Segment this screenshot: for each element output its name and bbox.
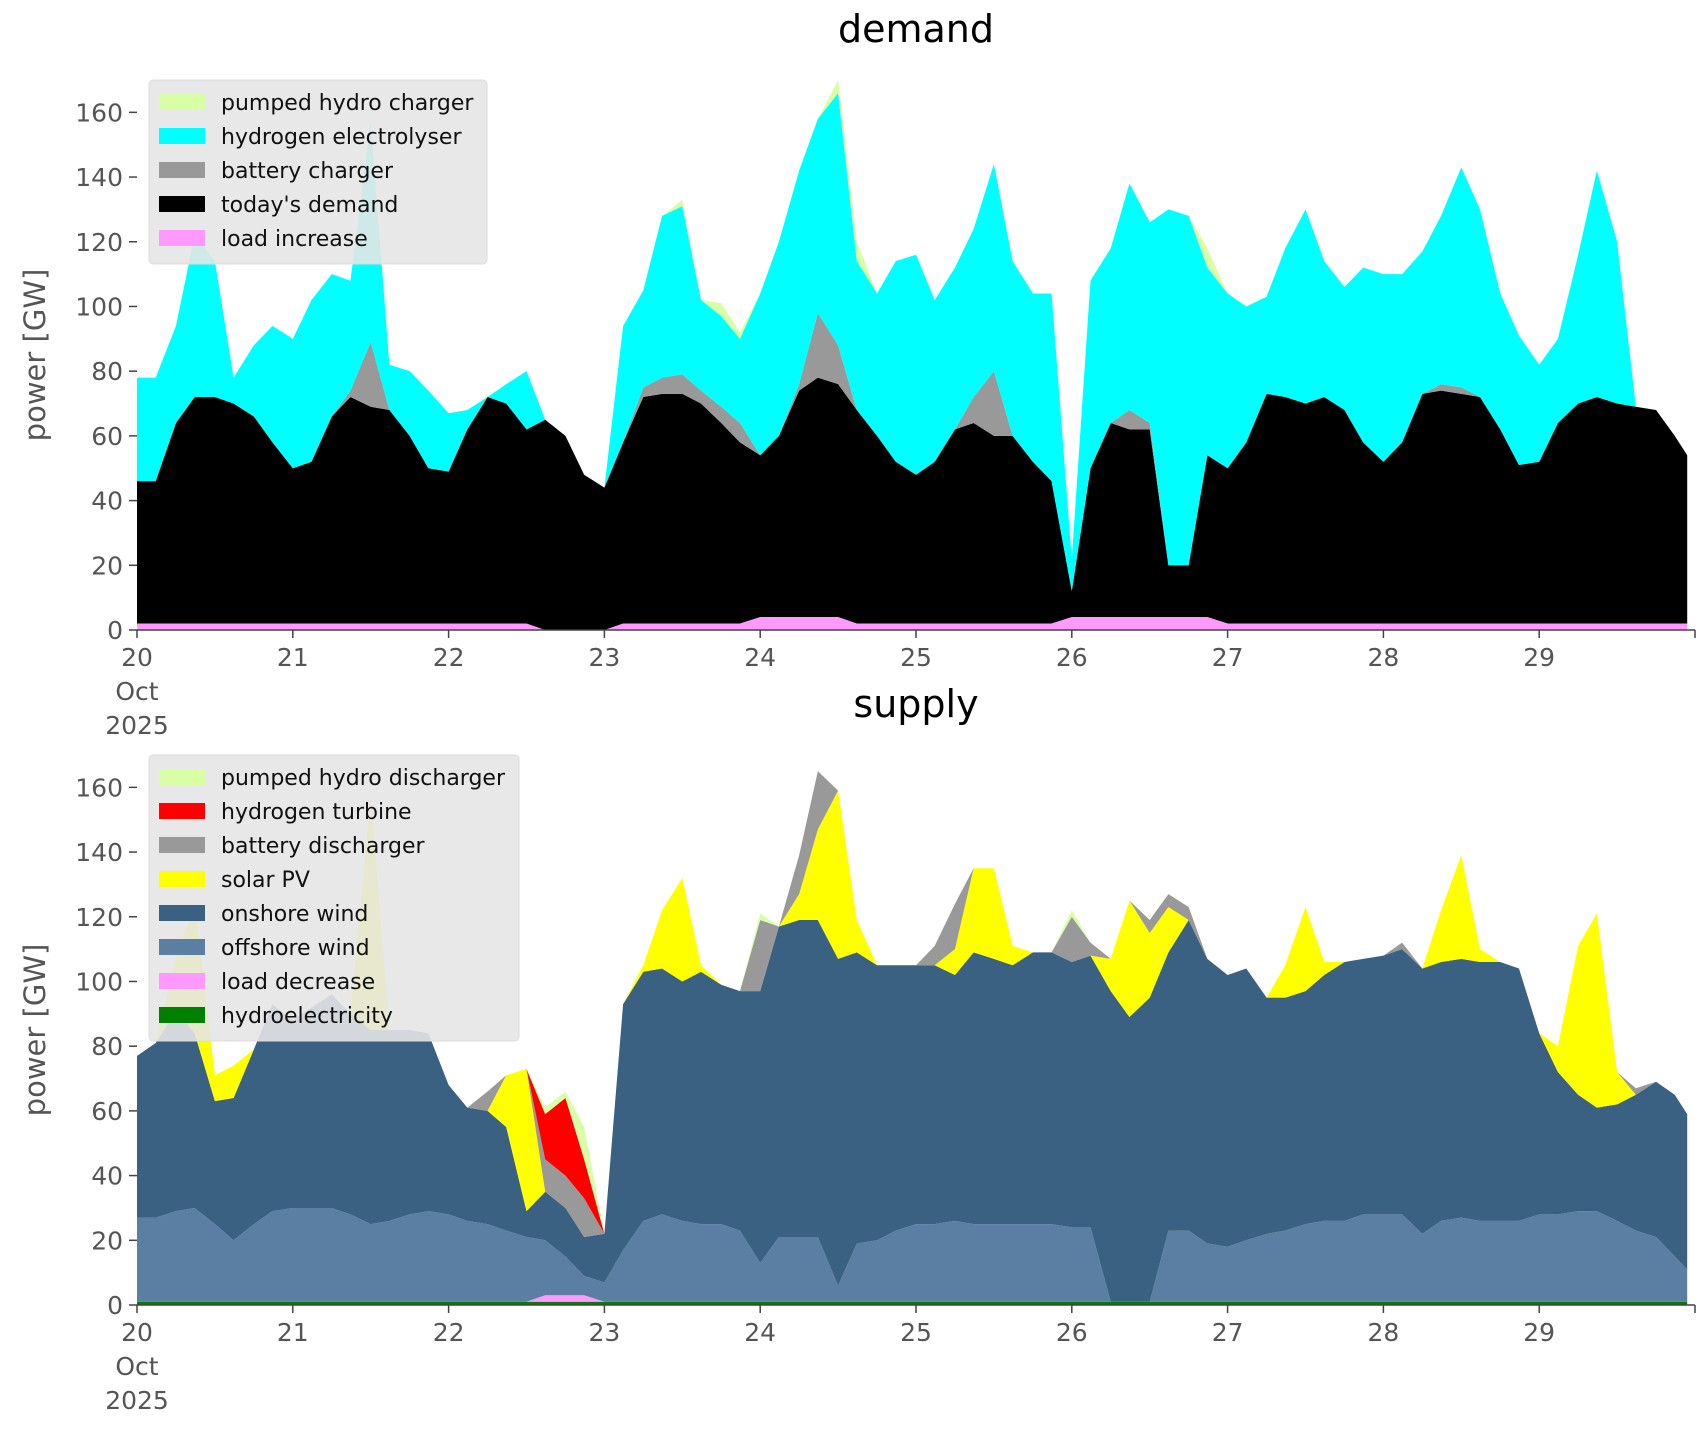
legend-swatch <box>159 1007 205 1023</box>
legend-label: pumped hydro discharger <box>221 766 506 791</box>
x-tick-label: 21 <box>277 1318 309 1347</box>
x-tick-label: 22 <box>433 1318 465 1347</box>
x-tick-label: 25 <box>900 1318 932 1347</box>
legend-swatch <box>159 837 205 853</box>
legend-swatch <box>159 162 205 178</box>
x-tick-label: 29 <box>1523 1318 1555 1347</box>
legend-label: offshore wind <box>221 936 370 961</box>
x-tick-label: Oct <box>115 677 158 706</box>
x-tick-label: 25 <box>900 643 932 672</box>
x-tick-label: 28 <box>1367 1318 1399 1347</box>
y-tick-label: 20 <box>91 1226 123 1255</box>
legend-swatch <box>159 128 205 144</box>
x-tick-label: 23 <box>588 643 620 672</box>
legend-label: hydrogen electrolyser <box>221 125 462 150</box>
y-tick-label: 0 <box>107 616 123 645</box>
y-tick-label: 80 <box>91 357 123 386</box>
legend-label: pumped hydro charger <box>221 91 474 116</box>
series-area-offshore-wind <box>137 1207 1688 1302</box>
chart-title: demand <box>838 7 994 51</box>
y-tick-label: 160 <box>75 98 123 127</box>
series-area-hydroelectricity <box>137 1301 1688 1305</box>
y-tick-label: 40 <box>91 487 123 516</box>
legend-swatch <box>159 803 205 819</box>
legend-label: onshore wind <box>221 902 368 927</box>
x-tick-label: 26 <box>1056 643 1088 672</box>
x-tick-label: 20 <box>121 1318 153 1347</box>
y-axis-label: power [GW] <box>18 269 52 442</box>
x-tick-label: 23 <box>588 1318 620 1347</box>
legend-label: solar PV <box>221 868 310 893</box>
x-tick-label: 26 <box>1056 1318 1088 1347</box>
legend-label: today's demand <box>221 193 398 218</box>
x-tick-label: 2025 <box>105 1386 169 1415</box>
legend-label: hydroelectricity <box>221 1004 393 1029</box>
y-tick-label: 60 <box>91 1097 123 1126</box>
x-tick-label: 27 <box>1212 1318 1244 1347</box>
x-tick-label: 2025 <box>105 711 169 740</box>
x-tick-label: 27 <box>1212 643 1244 672</box>
x-tick-label: 24 <box>744 643 776 672</box>
y-tick-label: 40 <box>91 1162 123 1191</box>
y-tick-label: 0 <box>107 1291 123 1320</box>
legend-label: load increase <box>221 227 368 252</box>
y-tick-label: 160 <box>75 773 123 802</box>
legend-swatch <box>159 905 205 921</box>
series-area-solar-pv <box>137 790 1688 1238</box>
legend-label: battery charger <box>221 159 394 184</box>
y-axis-label: power [GW] <box>18 944 52 1117</box>
x-tick-label: 29 <box>1523 643 1555 672</box>
y-tick-label: 120 <box>75 228 123 257</box>
legend-swatch <box>159 230 205 246</box>
series-area-onshore-wind <box>137 920 1688 1302</box>
y-tick-label: 80 <box>91 1032 123 1061</box>
x-tick-label: 24 <box>744 1318 776 1347</box>
x-tick-label: Oct <box>115 1352 158 1381</box>
y-tick-label: 140 <box>75 838 123 867</box>
x-tick-label: 20 <box>121 643 153 672</box>
y-tick-label: 100 <box>75 292 123 321</box>
legend-swatch <box>159 769 205 785</box>
x-tick-label: 22 <box>433 643 465 672</box>
legend-box <box>148 754 520 1042</box>
y-tick-label: 100 <box>75 967 123 996</box>
legend-swatch <box>159 196 205 212</box>
x-tick-label: 28 <box>1367 643 1399 672</box>
legend-swatch <box>159 94 205 110</box>
y-tick-label: 20 <box>91 551 123 580</box>
x-tick-label: 21 <box>277 643 309 672</box>
legend-box <box>148 79 488 265</box>
y-tick-label: 120 <box>75 903 123 932</box>
series-area-hydrogen-electrolyser <box>137 92 1688 592</box>
legend-label: load decrease <box>221 970 375 995</box>
series-area-today-s-demand <box>137 377 1688 630</box>
legend-label: hydrogen turbine <box>221 800 412 825</box>
y-tick-label: 140 <box>75 163 123 192</box>
y-tick-label: 60 <box>91 422 123 451</box>
legend-swatch <box>159 973 205 989</box>
legend-swatch <box>159 871 205 887</box>
chart-title: supply <box>853 682 978 726</box>
legend-swatch <box>159 939 205 955</box>
legend-label: battery discharger <box>221 834 426 859</box>
